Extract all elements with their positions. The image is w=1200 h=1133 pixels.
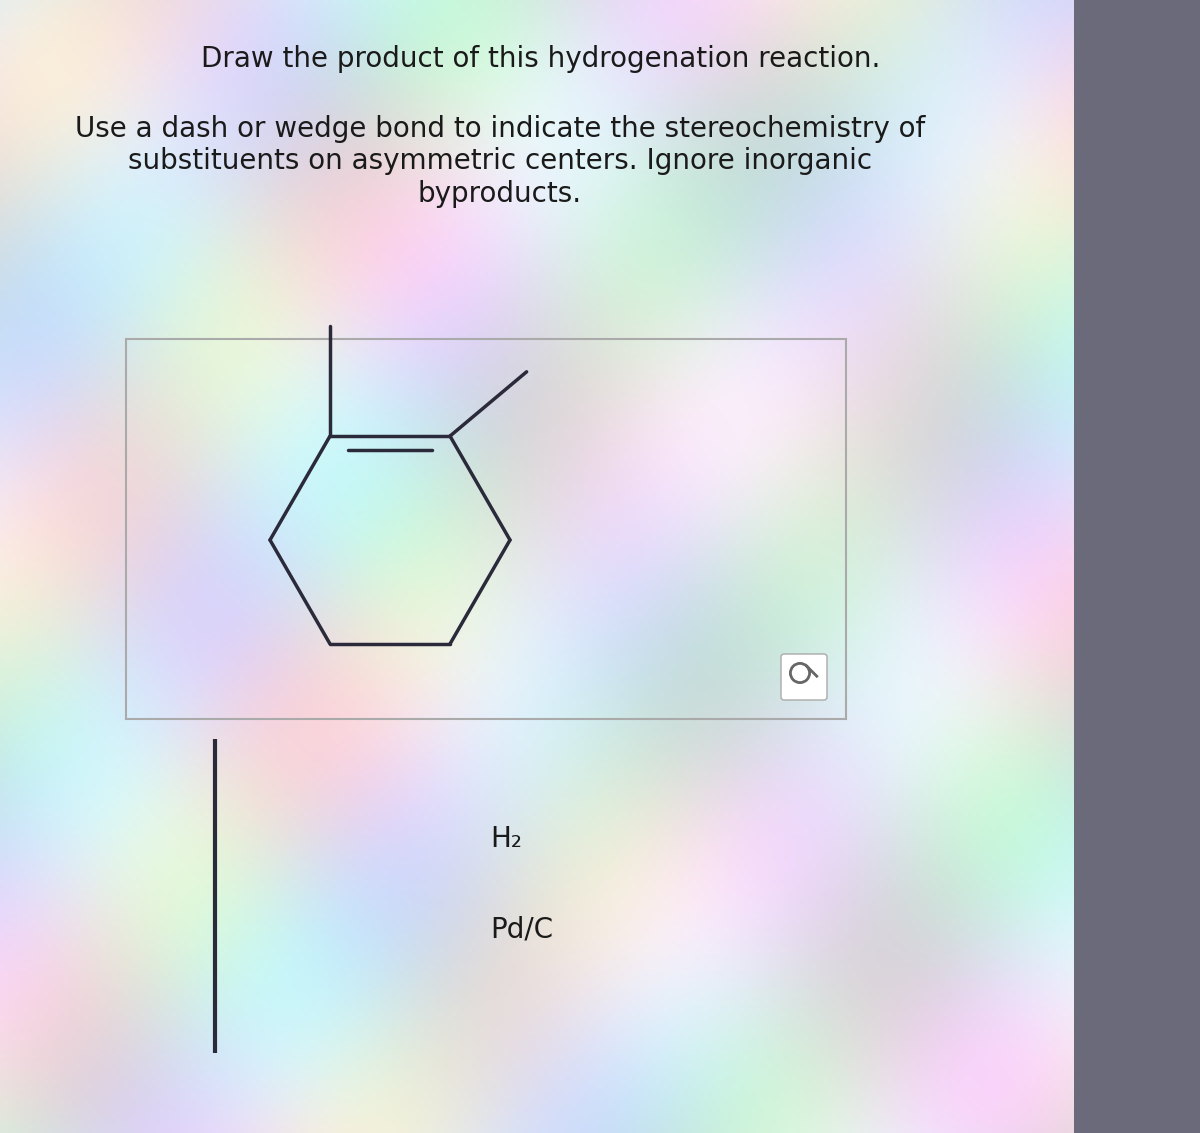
Text: Pd/C: Pd/C — [490, 915, 553, 943]
Text: Draw the product of this hydrogenation reaction.: Draw the product of this hydrogenation r… — [200, 45, 880, 73]
Text: H₂: H₂ — [490, 825, 522, 853]
Bar — [1074, 0, 1200, 1133]
FancyBboxPatch shape — [781, 654, 827, 700]
Text: Use a dash or wedge bond to indicate the stereochemistry of
substituents on asym: Use a dash or wedge bond to indicate the… — [74, 116, 925, 207]
Bar — [126, 339, 846, 719]
